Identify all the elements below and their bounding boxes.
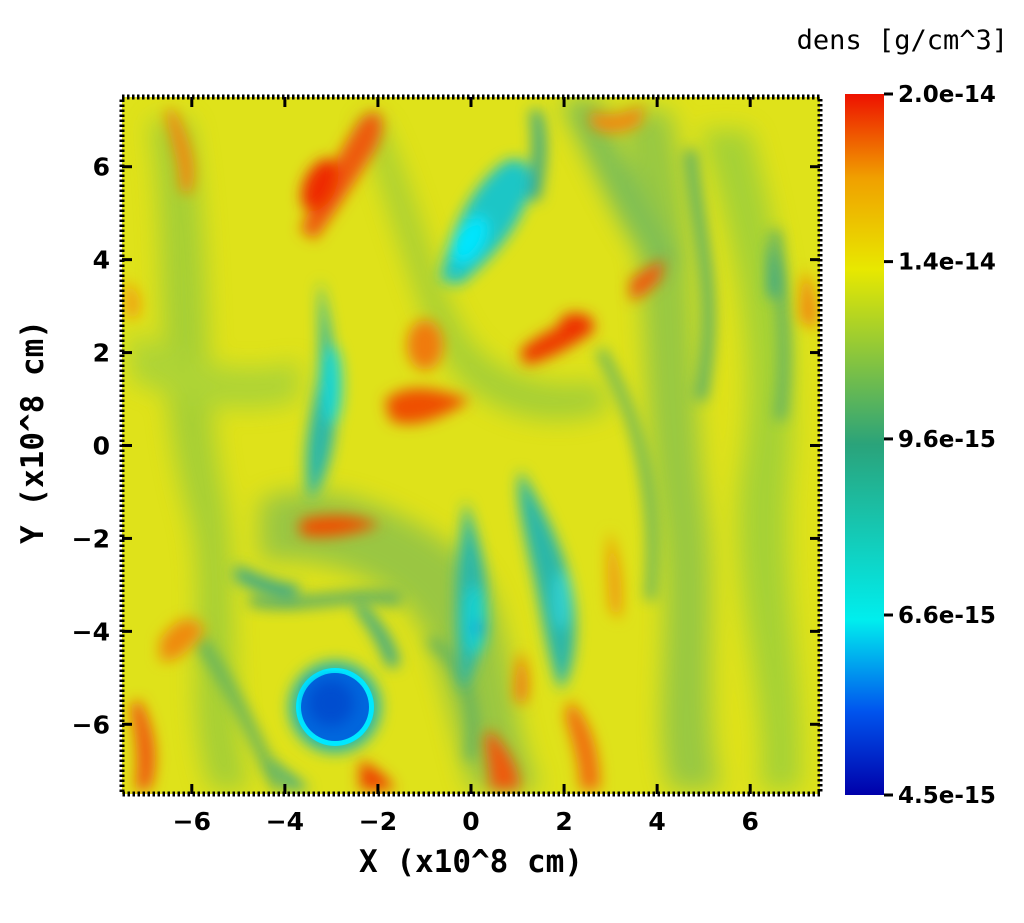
- y-ticks: −6 −4 −2 0 2 4 6: [72, 153, 820, 739]
- x-tick-label: −6: [173, 807, 211, 836]
- x-ticks: −6 −4 −2 0 2 4 6: [173, 97, 759, 836]
- colorbar-tick-label: 6.6e-15: [898, 603, 996, 629]
- y-tick-label: −6: [72, 710, 110, 739]
- x-tick-label: 4: [648, 807, 665, 836]
- x-axis-title: X (x10^8 cm): [359, 844, 583, 880]
- x-tick-label: 2: [555, 807, 572, 836]
- y-tick-label: 2: [93, 339, 110, 368]
- y-axis-title: Y (x10^8 cm): [15, 320, 51, 544]
- y-tick-label: 4: [93, 246, 110, 275]
- y-tick-label: −4: [72, 617, 110, 646]
- density-heatmap: [122, 97, 820, 794]
- colorbar-tick-label: 1.4e-14: [898, 250, 996, 276]
- colorbar-ticks: 2.0e-14 1.4e-14 9.6e-15 6.6e-15 4.5e-15: [884, 82, 996, 809]
- colorbar-title: dens [g/cm^3]: [797, 25, 1008, 56]
- colorbar: dens [g/cm^3] 2.0e-14 1.4e-14 9.6e-15 6.6e-…: [797, 25, 1008, 809]
- x-tick-label: −4: [266, 807, 304, 836]
- colorbar-scale: [845, 94, 884, 795]
- y-tick-label: 0: [93, 432, 110, 461]
- colorbar-tick-label: 4.5e-15: [898, 783, 996, 809]
- colorbar-tick-label: 9.6e-15: [898, 427, 996, 453]
- x-tick-label: 0: [462, 807, 479, 836]
- x-tick-label: 6: [741, 807, 758, 836]
- colorbar-tick-label: 2.0e-14: [898, 82, 996, 108]
- vortex: [289, 661, 381, 753]
- x-tick-label: −2: [359, 807, 397, 836]
- y-tick-label: 6: [93, 153, 110, 182]
- y-tick-label: −2: [72, 524, 110, 553]
